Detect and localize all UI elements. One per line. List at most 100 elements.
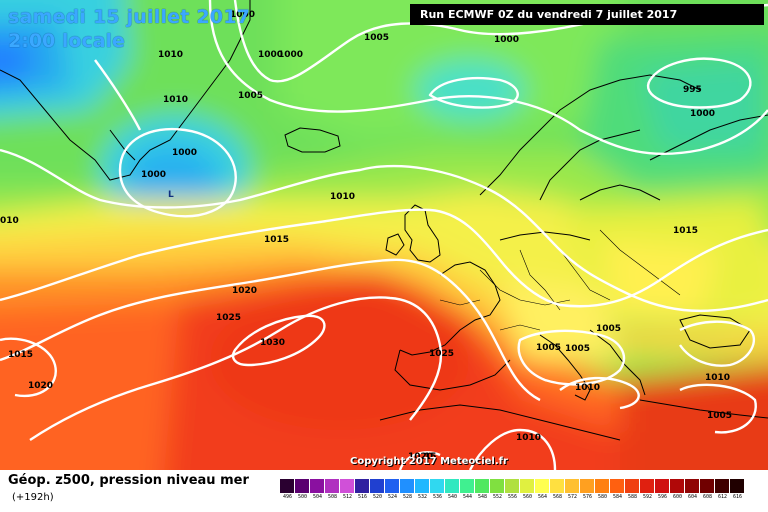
color-scale-tick: 576 (582, 494, 593, 500)
color-scale-tick: 504 (312, 494, 323, 500)
color-scale-tick: 532 (417, 494, 428, 500)
label-1000: 1000 (172, 148, 197, 158)
label-1000: 1000 (278, 50, 303, 60)
label-1005: 1005 (238, 91, 263, 101)
color-swatch (325, 479, 340, 493)
color-scale-tick: 520 (372, 494, 383, 500)
legend-title: Géop. z500, pression niveau mer (8, 473, 249, 488)
color-swatch (505, 479, 520, 493)
color-scale-tick: 536 (432, 494, 443, 500)
label-1005: 1005 (707, 411, 732, 421)
color-scale-tick: 560 (522, 494, 533, 500)
color-scale-tick: 564 (537, 494, 548, 500)
color-scale-tick: 544 (462, 494, 473, 500)
color-swatch (295, 479, 310, 493)
legend-subtitle: (+192h) (12, 492, 54, 503)
color-swatch (550, 479, 565, 493)
geopotential-field (0, 0, 768, 470)
color-scale-tick: 548 (477, 494, 488, 500)
color-swatch (370, 479, 385, 493)
color-scale-tick: 552 (492, 494, 503, 500)
color-scale-tick: 588 (627, 494, 638, 500)
isobar-1010-greenland (94, 59, 142, 131)
model-run-info: Run ECMWF 0Z du vendredi 7 juillet 2017 (410, 4, 764, 25)
color-scale-tick: 592 (642, 494, 653, 500)
isobar-1015-sw (0, 337, 57, 398)
label-1000: 1000 (258, 50, 283, 60)
weather-map: 1000 1005 1000 1010 1000 1000 1010 1005 … (0, 0, 768, 470)
color-scale-tick: 540 (447, 494, 458, 500)
label-1025: 1025 (429, 349, 454, 359)
label-1015: 15 (424, 452, 437, 462)
label-1015: 1015 (264, 235, 289, 245)
label-1010: 1010 (705, 373, 730, 383)
label-995: 995 (683, 85, 702, 95)
color-scale-tick: 572 (567, 494, 578, 500)
color-scale-tick: 512 (342, 494, 353, 500)
label-1000: 1000 (141, 170, 166, 180)
color-scale-tick: 528 (402, 494, 413, 500)
label-1000: 1000 (494, 35, 519, 45)
label-1005: 1005 (596, 324, 621, 334)
label-1020: 1020 (232, 286, 257, 296)
color-swatch (700, 479, 715, 493)
color-swatch (625, 479, 640, 493)
isobars (0, 0, 768, 470)
label-1010: 010 (0, 216, 19, 226)
label-1010: 1010 (158, 50, 183, 60)
label-1000: 1000 (230, 10, 255, 20)
color-swatch (595, 479, 610, 493)
isobar-labels: 1000 1005 1000 1010 1000 1000 1010 1005 … (0, 10, 732, 462)
color-scale-tick: 600 (672, 494, 683, 500)
color-swatch (715, 479, 730, 493)
color-scale-tick: 524 (387, 494, 398, 500)
isobar-1025 (29, 296, 443, 441)
copyright-text: Copyright 2017 Meteociel.fr (350, 456, 508, 467)
isobar-1005-italy (517, 329, 626, 386)
color-swatch (640, 479, 655, 493)
color-swatch (565, 479, 580, 493)
color-swatch (490, 479, 505, 493)
color-scale-tick: 556 (507, 494, 518, 500)
color-swatch (730, 479, 745, 493)
color-scale-tick: 500 (297, 494, 308, 500)
color-scale-tick: 508 (327, 494, 338, 500)
label-1010: 1010 (516, 433, 541, 443)
color-scale (280, 479, 745, 493)
label-1015: 1015 (673, 226, 698, 236)
color-swatch (580, 479, 595, 493)
isobar-1010-east (679, 320, 756, 367)
isobar-1015 (0, 208, 768, 308)
label-1005: 1005 (565, 344, 590, 354)
color-scale-tick: 580 (597, 494, 608, 500)
color-swatch (415, 479, 430, 493)
label-1005: 1005 (536, 343, 561, 353)
color-scale-ticks: 496 500 504 508 512 516 520 524 528 532 536 540 544 5… (280, 494, 745, 500)
svg-text:L: L (168, 190, 174, 200)
color-swatch (385, 479, 400, 493)
color-swatch (685, 479, 700, 493)
color-swatch (475, 479, 490, 493)
forecast-time: 2:00 locale (8, 30, 125, 52)
isobar-1010-atlantic (0, 148, 768, 313)
color-scale-tick: 496 (282, 494, 293, 500)
color-swatch (430, 479, 445, 493)
color-swatch (670, 479, 685, 493)
forecast-date: samedi 15 juillet 2017 (8, 6, 251, 28)
color-scale-tick: 604 (687, 494, 698, 500)
color-swatch (535, 479, 550, 493)
isobar-995-scand (646, 57, 752, 109)
isobar-1015-africa (398, 451, 441, 470)
color-swatch (400, 479, 415, 493)
isobar-1000-low (118, 127, 237, 218)
label-1020: 1020 (408, 452, 433, 462)
legend-panel: Géop. z500, pression niveau mer (+192h) … (0, 470, 768, 512)
color-swatch (280, 479, 295, 493)
label-1000: 1000 (690, 109, 715, 119)
pressure-map-canvas: 1000 1005 1000 1010 1000 1000 1010 1005 … (0, 0, 768, 470)
label-1015: 1015 (8, 350, 33, 360)
color-scale-tick: 596 (657, 494, 668, 500)
color-scale-tick: 616 (732, 494, 743, 500)
label-1030: 1030 (260, 338, 285, 348)
label-1010: 1010 (330, 192, 355, 202)
